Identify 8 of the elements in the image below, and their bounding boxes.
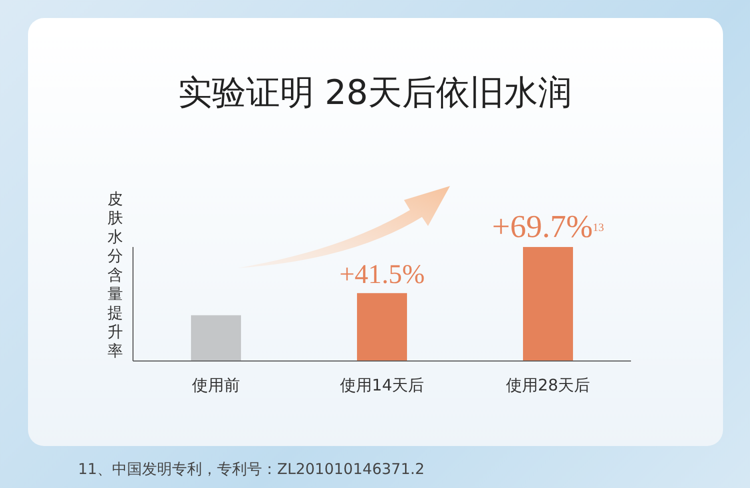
chart-title: 实验证明 28天后依旧水润 <box>176 72 574 115</box>
text: 皮肤水分含量提升率 <box>108 190 124 360</box>
text: 11、中国发明专利，专利号：ZL201010146371.2 <box>78 460 425 479</box>
x-tick-label: 使用28天后 <box>506 375 590 394</box>
data-label: +41.5% <box>339 259 425 290</box>
data-label: +69.7%$^{13}$ <box>492 208 604 244</box>
x-tick-label: 使用前 <box>192 375 240 394</box>
x-tick-label: 使用14天后 <box>340 375 424 394</box>
